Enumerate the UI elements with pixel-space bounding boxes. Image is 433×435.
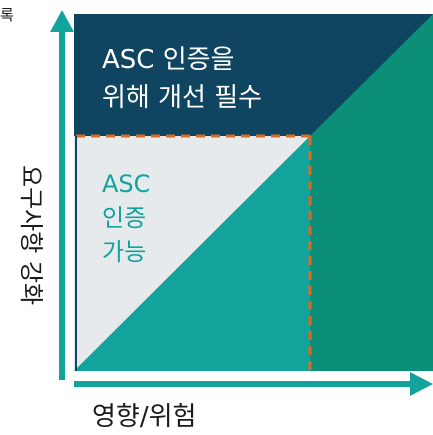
top-label-line2: 위해 개선 필수 xyxy=(102,83,262,113)
middle-label-line3: 가능 xyxy=(102,238,146,266)
y-axis-arrowhead xyxy=(50,10,74,32)
x-axis-arrowhead xyxy=(410,372,433,396)
top-green-diagonal xyxy=(310,14,433,136)
middle-label-line2: 인증 xyxy=(102,204,146,232)
y-axis-label: 요구사항 강화 xyxy=(17,165,45,305)
corner-text: 록 xyxy=(0,6,14,24)
middle-label-line1: ASC xyxy=(102,170,150,198)
x-axis-label: 영향/위험 xyxy=(92,402,196,432)
top-label-line1: ASC 인증을 xyxy=(102,45,234,75)
teal-triangle xyxy=(74,136,310,371)
